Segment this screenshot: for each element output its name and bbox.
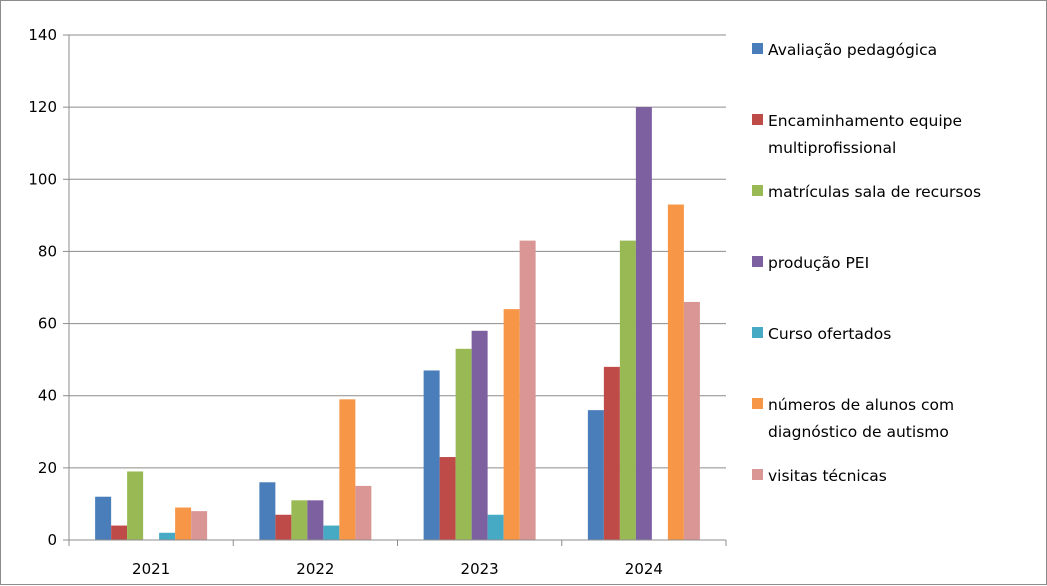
bar bbox=[191, 511, 208, 540]
bar bbox=[159, 532, 176, 540]
y-tick-label: 120 bbox=[28, 98, 57, 116]
y-tick-label: 80 bbox=[38, 242, 57, 260]
legend-swatch bbox=[752, 256, 763, 267]
bar bbox=[587, 410, 604, 540]
legend-label: diagnóstico de autismo bbox=[768, 423, 949, 441]
legend-label: números de alunos com bbox=[768, 396, 954, 414]
bar bbox=[259, 482, 276, 540]
gridlines bbox=[69, 34, 726, 469]
bar bbox=[275, 514, 292, 540]
legend-swatch bbox=[752, 398, 763, 409]
bar bbox=[95, 496, 112, 540]
legend-swatch bbox=[752, 469, 763, 480]
legend-label: matrículas sala de recursos bbox=[768, 183, 981, 201]
axes: 0 20 40 60 80 100 120 140 2021 2022 2023 2024 bbox=[28, 26, 727, 578]
bar bbox=[111, 525, 128, 540]
x-tick-label: 2021 bbox=[132, 560, 170, 578]
bar bbox=[439, 457, 456, 540]
y-tick-label: 100 bbox=[28, 170, 57, 188]
bar bbox=[683, 301, 700, 540]
bar bbox=[603, 366, 620, 540]
bar bbox=[307, 500, 324, 540]
legend-label: visitas técnicas bbox=[768, 467, 887, 485]
y-tick-label: 60 bbox=[38, 315, 57, 333]
bar bbox=[619, 240, 636, 540]
legend-label: Avaliação pedagógica bbox=[768, 41, 937, 59]
bar bbox=[355, 485, 372, 540]
legend-swatch bbox=[752, 185, 763, 196]
legend-swatch bbox=[752, 327, 763, 338]
bar bbox=[519, 240, 536, 540]
y-tick-label: 0 bbox=[47, 531, 57, 549]
bar bbox=[503, 309, 520, 540]
legend-label: Encaminhamento equipe bbox=[768, 112, 962, 130]
bar bbox=[127, 471, 144, 540]
x-tick-label: 2023 bbox=[461, 560, 499, 578]
bar bbox=[291, 500, 308, 540]
legend-swatch bbox=[752, 43, 763, 54]
bar bbox=[339, 399, 356, 540]
x-tick-label: 2022 bbox=[296, 560, 334, 578]
bars bbox=[95, 107, 700, 541]
bar bbox=[667, 204, 684, 541]
legend: Avaliação pedagógica Encaminhamento equip… bbox=[752, 41, 981, 485]
y-tick-label: 40 bbox=[38, 387, 57, 405]
bar bbox=[635, 107, 652, 541]
legend-label: produção PEI bbox=[768, 254, 869, 272]
bar bbox=[455, 348, 472, 540]
y-tick-label: 20 bbox=[38, 459, 57, 477]
y-tick-label: 140 bbox=[28, 26, 57, 44]
legend-swatch bbox=[752, 114, 763, 125]
x-tick-label: 2024 bbox=[625, 560, 663, 578]
bar bbox=[323, 525, 340, 540]
bar bbox=[175, 507, 192, 540]
legend-label: Curso ofertados bbox=[768, 325, 891, 343]
bar bbox=[471, 330, 488, 540]
legend-label: multiprofissional bbox=[768, 139, 896, 157]
bar bbox=[423, 370, 440, 540]
bar bbox=[487, 514, 504, 540]
